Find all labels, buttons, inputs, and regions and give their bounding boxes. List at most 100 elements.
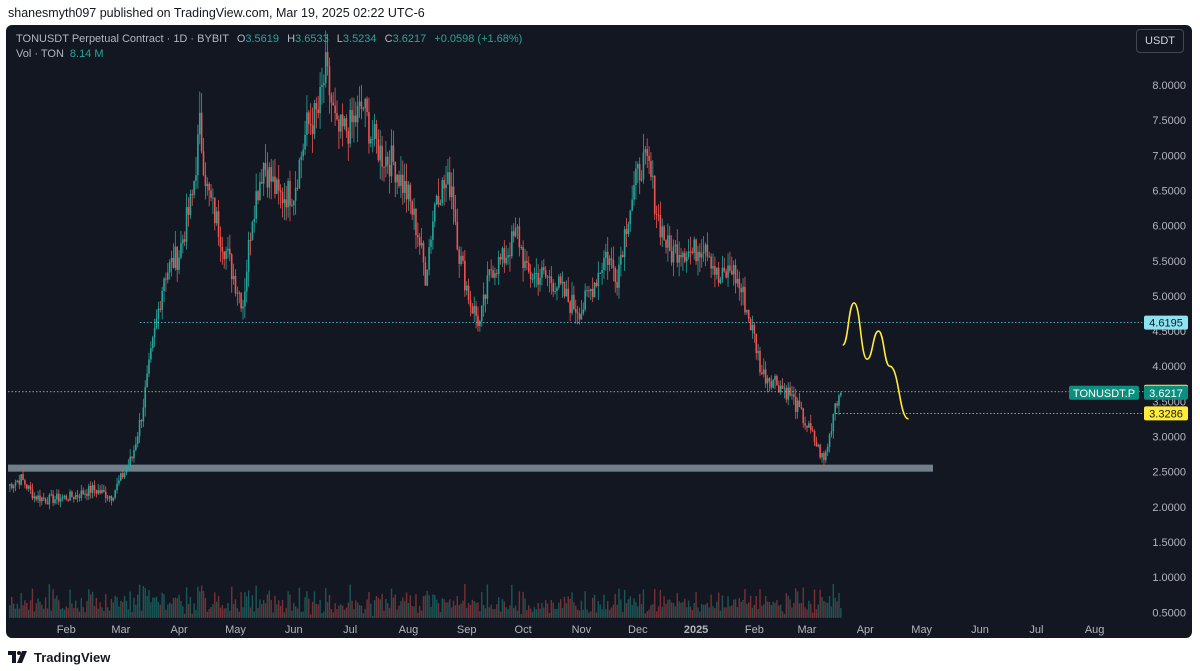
candle-body bbox=[300, 156, 303, 160]
candle-body bbox=[242, 306, 244, 309]
volume-bar bbox=[373, 600, 376, 618]
volume-bar bbox=[473, 600, 475, 618]
candle-body bbox=[405, 180, 408, 200]
candle-body bbox=[174, 246, 177, 268]
volume-bar bbox=[212, 604, 214, 618]
candle-body bbox=[778, 385, 780, 393]
volume-bar bbox=[753, 604, 756, 618]
volume-bar bbox=[415, 594, 417, 618]
volume-bar bbox=[191, 613, 193, 618]
chart-canvas[interactable]: Feb Mar Apr May Jun Jul Aug Sep Oct Nov Dec 2025 Feb… bbox=[6, 25, 1192, 638]
candle-body bbox=[133, 449, 135, 459]
candle-body bbox=[18, 480, 21, 485]
volume-label[interactable]: Vol · TON bbox=[16, 48, 64, 60]
candle-body bbox=[170, 257, 173, 262]
volume-bar bbox=[575, 605, 577, 618]
volume-bar bbox=[445, 602, 447, 618]
volume-bar bbox=[168, 602, 171, 618]
candle-body bbox=[338, 119, 340, 132]
candle-body bbox=[559, 276, 562, 284]
volume-bar bbox=[712, 606, 714, 618]
volume-bar bbox=[430, 606, 432, 618]
volume-bar bbox=[460, 603, 462, 618]
volume-bar bbox=[701, 603, 703, 618]
candle-body bbox=[544, 270, 547, 277]
volume-bar bbox=[702, 604, 705, 618]
volume-bar bbox=[511, 584, 513, 618]
candle-body bbox=[571, 294, 573, 313]
volume-bar bbox=[742, 599, 744, 618]
candle-body bbox=[291, 205, 293, 207]
candle-body bbox=[486, 275, 489, 299]
price-label-bg bbox=[1144, 406, 1188, 421]
volume-bar bbox=[714, 608, 716, 618]
volume-bar bbox=[347, 602, 349, 618]
candle-body bbox=[522, 247, 524, 268]
candle-body bbox=[415, 208, 417, 236]
current-symbol-label-bg bbox=[1069, 385, 1139, 400]
candle-body bbox=[200, 112, 203, 152]
currency-button[interactable]: USDT bbox=[1136, 29, 1184, 53]
support-zone bbox=[8, 464, 933, 472]
volume-bar bbox=[763, 604, 765, 618]
candle-body bbox=[450, 186, 453, 198]
candle-body bbox=[323, 83, 325, 86]
candle-body bbox=[101, 489, 103, 494]
candle-body bbox=[351, 109, 353, 123]
candle-body bbox=[768, 378, 771, 382]
volume-bar bbox=[242, 607, 244, 618]
volume-bar bbox=[492, 609, 494, 618]
candle-body bbox=[746, 310, 748, 313]
volume-bar bbox=[704, 604, 707, 618]
volume-bar bbox=[550, 600, 553, 618]
candle-body bbox=[31, 489, 34, 499]
candle-body bbox=[550, 276, 553, 284]
volume-bar bbox=[813, 589, 816, 618]
candle-body bbox=[12, 485, 15, 489]
y-tick-label: 0.5000 bbox=[1152, 607, 1186, 619]
candle-body bbox=[706, 244, 709, 257]
volume-bar bbox=[123, 595, 126, 618]
volume-bar bbox=[125, 600, 128, 618]
candle-body bbox=[89, 485, 92, 493]
volume-bar bbox=[503, 601, 506, 618]
volume-bar bbox=[44, 597, 47, 618]
volume-bar bbox=[576, 609, 579, 618]
chart-panel[interactable]: Feb Mar Apr May Jun Jul Aug Sep Oct Nov Dec 2025 Feb… bbox=[6, 25, 1192, 638]
candle-body bbox=[390, 145, 393, 177]
candle-body bbox=[400, 174, 402, 186]
volume-bar bbox=[144, 588, 146, 618]
volume-bar bbox=[328, 594, 331, 618]
volume-bar bbox=[204, 597, 207, 618]
candle-body bbox=[112, 497, 115, 501]
volume-bar bbox=[497, 597, 500, 618]
volume-bar bbox=[185, 587, 188, 618]
price-label-bg bbox=[1144, 315, 1188, 330]
volume-bar bbox=[413, 606, 415, 618]
candle-body bbox=[531, 279, 534, 281]
y-tick-label: 1.0000 bbox=[1152, 572, 1186, 584]
volume-bar bbox=[556, 608, 558, 618]
candle-body bbox=[155, 318, 158, 328]
volume-bar bbox=[699, 611, 701, 618]
candle-body bbox=[663, 226, 665, 240]
candle-body bbox=[665, 239, 667, 248]
volume-bar bbox=[616, 604, 618, 618]
volume-bar bbox=[563, 596, 566, 618]
volume-bar bbox=[170, 603, 173, 618]
volume-bar bbox=[422, 596, 425, 618]
candle-body bbox=[24, 480, 26, 485]
volume-bar bbox=[648, 609, 650, 618]
volume-bar bbox=[437, 603, 440, 618]
volume-bar bbox=[262, 600, 265, 618]
candle-body bbox=[302, 149, 304, 157]
volume-bar bbox=[285, 607, 287, 618]
volume-bar bbox=[253, 611, 255, 618]
volume-bar bbox=[678, 601, 680, 618]
candle-body bbox=[509, 255, 511, 257]
volume-bar bbox=[138, 584, 141, 618]
symbol-title[interactable]: TONUSDT Perpetual Contract · 1D · BYBIT bbox=[16, 33, 229, 45]
volume-bar bbox=[24, 600, 26, 618]
volume-bar bbox=[56, 595, 58, 618]
volume-bar bbox=[302, 611, 304, 618]
